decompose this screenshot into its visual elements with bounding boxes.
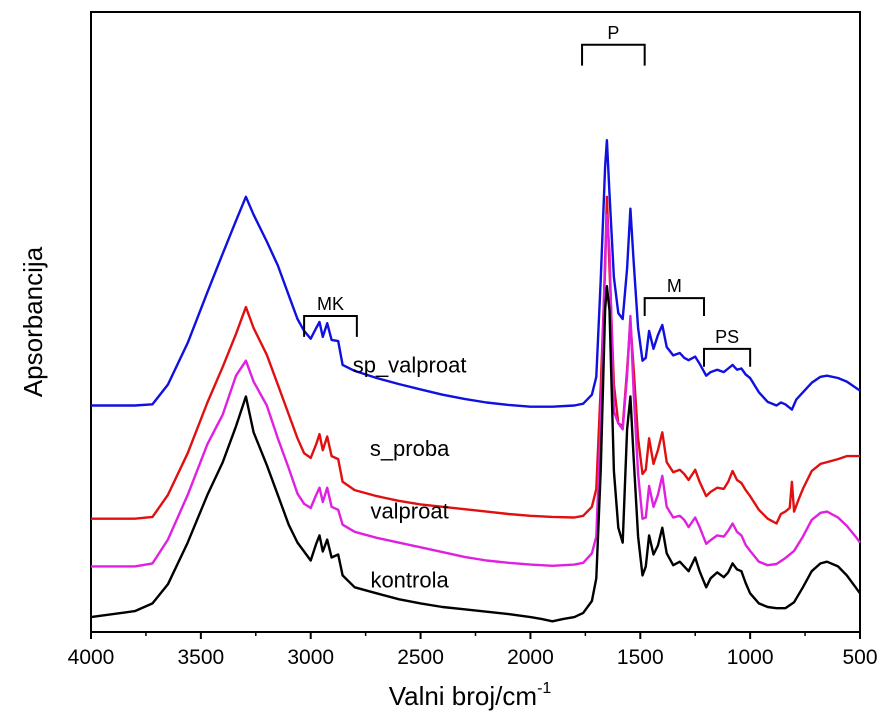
bracket-layer: MK P M PS xyxy=(303,23,752,367)
series-layer xyxy=(90,139,861,623)
series-label-sp-valproat: sp_valproat xyxy=(353,353,467,378)
bracket-mk xyxy=(303,315,358,337)
series-label-layer: sp_valproat s_proba valproat kontrola xyxy=(353,353,467,593)
x-tick-label: 2500 xyxy=(397,646,444,669)
bracket-p xyxy=(581,43,646,66)
bracket-label-ps: PS xyxy=(715,327,739,347)
bracket-ps xyxy=(703,347,752,367)
series-line-valproat xyxy=(91,213,861,568)
bracket-label-m: M xyxy=(667,276,682,296)
x-tick-label: 1000 xyxy=(727,646,774,669)
x-tick-label: 4000 xyxy=(68,646,115,669)
bracket-label-p: P xyxy=(607,23,619,43)
x-axis-title-text: Valni broj/cm xyxy=(389,681,537,711)
y-axis-title: Apsorbancija xyxy=(18,246,48,397)
series-line-kontrola xyxy=(90,285,861,623)
series-label-valproat: valproat xyxy=(370,499,448,524)
x-axis-title: Valni broj/cm-1 xyxy=(389,680,552,711)
plot-frame xyxy=(90,11,861,633)
x-tick-label: 2000 xyxy=(507,646,554,669)
series-line-sp-valproat xyxy=(91,139,861,411)
series-label-kontrola: kontrola xyxy=(370,567,449,592)
x-tick-label: 1500 xyxy=(617,646,664,669)
x-tick-label: 3500 xyxy=(177,646,224,669)
bracket-label-mk: MK xyxy=(317,294,344,314)
x-tick-label: 3000 xyxy=(287,646,334,669)
x-axis-title-superscript: -1 xyxy=(537,680,551,697)
x-tick-label: 500 xyxy=(842,646,877,669)
x-tick-layer: 4000 3500 3000 2500 2000 1500 1000 500 xyxy=(68,632,878,669)
series-label-s-proba: s_proba xyxy=(370,436,450,461)
bracket-m xyxy=(643,297,706,317)
series-line-s-proba xyxy=(91,195,860,525)
